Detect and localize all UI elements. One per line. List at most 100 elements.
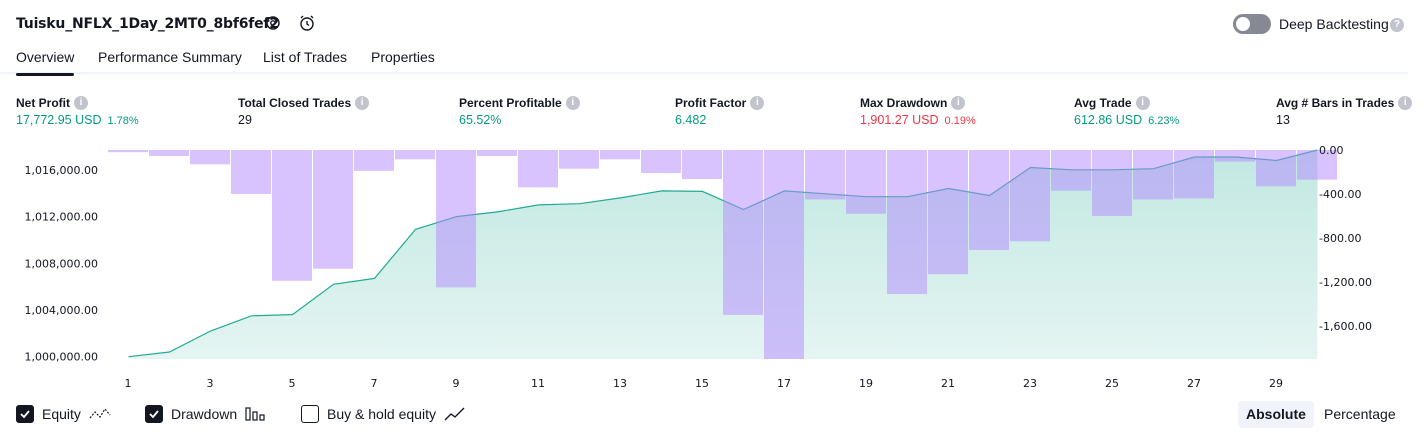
metric-label: Avg Trade: [1074, 95, 1132, 110]
drawdown-bars-icon: [245, 407, 265, 421]
metric-percent: 1.78%: [107, 115, 139, 127]
metric-value: 29: [238, 113, 252, 127]
metric-amount: 612.86 USD: [1074, 113, 1143, 127]
x-axis-tick-label: 19: [859, 377, 873, 390]
metric-profit-factor: Profit Factor i 6.482: [675, 94, 765, 127]
toggle-knob: [1236, 17, 1250, 31]
strategy-title: Tuisku_NFLX_1Day_2MT0_8bf6fef2: [16, 16, 279, 32]
metric-value: 13: [1276, 113, 1290, 127]
info-icon[interactable]: i: [565, 95, 580, 110]
strategy-header: Tuisku_NFLX_1Day_2MT0_8bf6fef2 Deep Back…: [0, 0, 1424, 44]
metric-avg-bars-in-trades: Avg # Bars in Trades i 13: [1276, 94, 1413, 127]
x-axis-tick-label: 27: [1187, 377, 1201, 390]
metric-amount: 6.482: [675, 113, 707, 127]
drawdown-bar: [805, 150, 845, 200]
metric-amount: 13: [1276, 113, 1290, 127]
metric-label: Percent Profitable: [459, 95, 562, 110]
tab-performance-summary[interactable]: Performance Summary: [98, 49, 242, 65]
left-axis-tick-label: 1,008,000.00: [25, 257, 98, 270]
drawdown-bar: [559, 150, 599, 169]
legend-equity[interactable]: Equity: [16, 403, 111, 425]
metric-total-closed-trades: Total Closed Trades i 29: [238, 94, 370, 127]
equity-line-icon: [89, 407, 111, 419]
drawdown-bar: [1092, 150, 1132, 216]
drawdown-bar: [190, 150, 230, 165]
drawdown-bar: [1215, 150, 1255, 162]
right-axis-tick-label: -1,600.00: [1319, 320, 1372, 333]
x-axis-tick-label: 13: [613, 377, 627, 390]
right-axis-tick-label: -800.00: [1319, 232, 1361, 245]
left-axis-tick-label: 1,000,000.00: [25, 351, 98, 364]
x-axis-tick-label: 5: [289, 377, 296, 390]
question-icon[interactable]: ?: [1390, 18, 1404, 32]
drawdown-bar: [108, 150, 148, 153]
drawdown-bar: [149, 150, 189, 157]
legend-label: Equity: [42, 406, 81, 422]
tab-overview[interactable]: Overview: [16, 49, 75, 76]
legend-drawdown[interactable]: Drawdown: [145, 403, 267, 425]
info-icon[interactable]: i: [1398, 95, 1413, 110]
metric-value: 65.52%: [459, 113, 501, 127]
check-icon: [149, 410, 159, 419]
metric-label: Profit Factor: [675, 95, 747, 110]
gear-icon[interactable]: [264, 14, 282, 32]
drawdown-checkbox[interactable]: [145, 405, 163, 423]
drawdown-bar: [272, 150, 312, 281]
drawdown-bar: [723, 150, 763, 315]
metric-value: 17,772.95 USD 1.78%: [16, 113, 139, 127]
info-icon[interactable]: i: [1135, 95, 1150, 110]
drawdown-bar: [764, 150, 804, 359]
drawdown-bar: [969, 150, 1009, 251]
metric-percent: 6.23%: [1148, 115, 1180, 127]
metric-avg-trade: Avg Trade i 612.86 USD 6.23%: [1074, 94, 1179, 127]
tab-properties[interactable]: Properties: [371, 49, 435, 65]
drawdown-bar: [641, 150, 681, 174]
x-axis-tick-label: 7: [371, 377, 378, 390]
info-icon[interactable]: i: [750, 95, 765, 110]
absolute-mode-button[interactable]: Absolute: [1238, 401, 1314, 428]
metric-amount: 17,772.95 USD: [16, 113, 102, 127]
report-tabs: Overview Performance Summary List of Tra…: [0, 44, 1408, 76]
x-axis-tick-label: 3: [207, 377, 214, 390]
equity-checkbox[interactable]: [16, 405, 34, 423]
metric-max-drawdown: Max Drawdown i 1,901.27 USD 0.19%: [860, 94, 976, 127]
drawdown-bar: [682, 150, 722, 180]
alarm-clock-icon[interactable]: [298, 14, 316, 32]
x-axis-tick-label: 21: [941, 377, 955, 390]
metric-label: Net Profit: [16, 95, 70, 110]
x-axis-tick-label: 15: [695, 377, 709, 390]
drawdown-bar: [231, 150, 271, 194]
info-icon[interactable]: i: [355, 95, 370, 110]
drawdown-bar: [1174, 150, 1214, 199]
drawdown-bar: [313, 150, 353, 269]
deep-backtesting-toggle[interactable]: [1233, 14, 1271, 34]
info-icon[interactable]: i: [74, 95, 88, 110]
x-axis-tick-label: 1: [125, 377, 132, 390]
equity-drawdown-chart[interactable]: 1,016,000.00 1,012,000.00 1,008,000.00 1,00…: [0, 140, 1424, 395]
buy-hold-checkbox[interactable]: [301, 405, 319, 423]
drawdown-bar: [887, 150, 927, 295]
left-axis-tick-label: 1,016,000.00: [25, 164, 98, 177]
legend-label: Buy & hold equity: [327, 406, 436, 422]
legend-label: Drawdown: [171, 406, 238, 422]
right-axis-tick-label: 0.00: [1319, 144, 1344, 157]
legend-buy-hold-equity[interactable]: Buy & hold equity: [301, 403, 466, 425]
metric-net-profit: Net Profit i 17,772.95 USD 1.78%: [16, 94, 139, 127]
drawdown-bar: [1051, 150, 1091, 191]
metric-amount: 65.52%: [459, 113, 502, 127]
drawdown-bar: [1133, 150, 1173, 200]
percentage-mode-button[interactable]: Percentage: [1324, 406, 1396, 422]
tab-list-of-trades[interactable]: List of Trades: [263, 49, 348, 65]
x-axis-tick-label: 25: [1105, 377, 1119, 390]
x-axis-tick-label: 9: [453, 377, 460, 390]
x-axis-tick-label: 11: [531, 377, 545, 390]
metric-value: 6.482: [675, 113, 706, 127]
drawdown-bar: [477, 150, 517, 157]
left-axis-tick-label: 1,012,000.00: [25, 211, 98, 224]
metric-amount: 1,901.27 USD: [860, 113, 939, 127]
drawdown-bar: [1297, 150, 1337, 180]
left-axis-tick-label: 1,004,000.00: [25, 304, 98, 317]
check-icon: [20, 410, 30, 419]
x-axis-tick-label: 17: [777, 377, 791, 390]
info-icon[interactable]: i: [951, 95, 966, 110]
